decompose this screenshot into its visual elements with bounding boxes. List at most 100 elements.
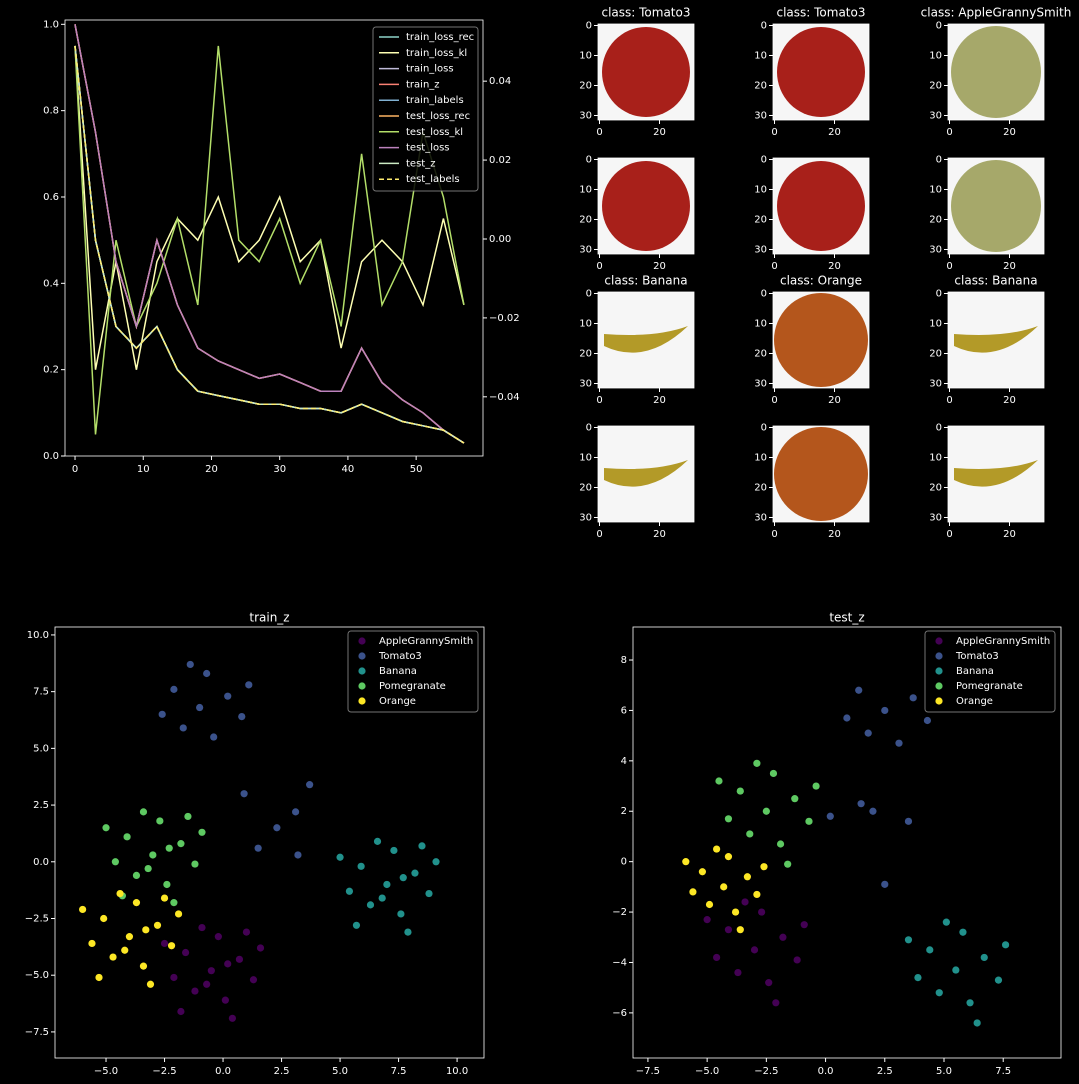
x-tick-label: 50 [410,464,423,475]
y-tick-label: 30 [929,513,942,524]
point [139,808,148,816]
legend-label: Orange [956,696,993,707]
y-tick-label: 0.6 [43,192,59,203]
point [715,777,723,785]
fruit-image [777,27,865,117]
point [881,706,889,715]
y-tick-label: 20 [929,483,942,494]
point [713,845,721,853]
x-tick-label: 20 [828,529,841,540]
y-tick-label: 10 [754,453,767,464]
x-tick-label: 20 [653,127,666,138]
point [805,817,813,825]
point [238,713,246,721]
fruit-image [604,460,688,487]
x-tick-label: 0 [596,127,602,138]
x-tick-label: 0 [596,261,602,272]
point [753,890,761,899]
point [724,815,733,823]
point [158,710,166,718]
point [720,883,728,891]
y-tick-label: 10 [929,51,942,62]
point [203,669,211,678]
y-tick-label: 20 [579,215,592,226]
y-tick-label: 10 [754,185,767,196]
point [698,868,706,876]
x-tick-label: 0 [946,529,952,540]
point [994,976,1003,984]
point [100,914,108,923]
point [235,955,244,963]
point [741,898,749,906]
legend-swatch [935,637,943,645]
y-tick-label: 6 [621,705,627,716]
point [769,769,778,778]
point [843,714,851,722]
point [914,973,922,982]
axes-title: test_z [829,611,864,625]
y-tick-label: 0 [936,155,942,166]
point [432,858,440,866]
point [160,894,169,902]
legend-swatch [935,667,943,675]
y2-tick-label: 0.02 [489,155,511,166]
point [254,844,262,852]
y-tick-label: 30 [579,379,592,390]
point [959,928,967,936]
point [425,889,433,898]
legend-label: Banana [379,666,417,677]
x-tick-label: 5.0 [936,1066,952,1077]
image-frame [947,291,1045,389]
point [923,716,932,725]
x-tick-label: −7.5 [636,1066,660,1077]
point [256,944,265,952]
image-frame [597,157,695,255]
y-tick-label: 10.0 [27,630,49,641]
point [366,901,375,909]
legend-swatch [358,637,366,645]
point [750,946,759,954]
point [336,853,344,861]
y-tick-label: 0.8 [43,106,59,117]
y-tick-label: 20 [754,349,767,360]
y-tick-label: 10 [579,319,592,330]
y-tick-label: 30 [754,513,767,524]
point [1001,941,1010,949]
x-tick-label: 20 [1003,395,1016,406]
point [160,939,169,948]
x-tick-label: 0 [946,127,952,138]
point [121,946,129,954]
legend-label: train_labels [406,95,464,106]
point [146,980,155,988]
point [705,900,714,909]
y-tick-label: 4 [621,756,627,767]
x-tick-label: 0.0 [215,1066,231,1077]
legend-label: Pomegranate [956,681,1023,692]
point [102,824,110,832]
fruit-image [602,27,690,117]
point [196,703,204,712]
image-frame [947,157,1045,255]
point [111,858,119,866]
point [909,694,917,702]
legend-label: test_loss_kl [406,127,463,138]
y-tick-label: 10 [929,319,942,330]
legend-swatch [358,652,366,660]
point [682,858,690,866]
point [397,910,405,918]
point [191,987,199,995]
x-tick-label: −5.0 [94,1066,118,1077]
point [904,936,913,944]
y-tick-label: 20 [929,349,942,360]
point [203,980,211,988]
legend-label: test_loss_rec [406,111,470,122]
legend-label: test_labels [406,174,460,185]
y-tick-label: 10 [929,185,942,196]
y-tick-label: 30 [579,513,592,524]
legend-label: Pomegranate [379,681,446,692]
point [378,894,386,902]
point [181,948,190,957]
y-tick-label: 0 [936,423,942,434]
legend-box [347,630,479,713]
